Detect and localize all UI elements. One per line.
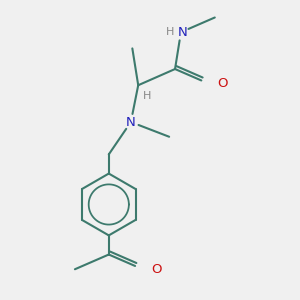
Text: O: O: [217, 77, 228, 90]
Text: O: O: [151, 263, 161, 276]
Text: H: H: [143, 91, 151, 100]
Text: N: N: [178, 26, 188, 39]
Text: H: H: [166, 27, 174, 37]
Text: N: N: [126, 116, 136, 128]
